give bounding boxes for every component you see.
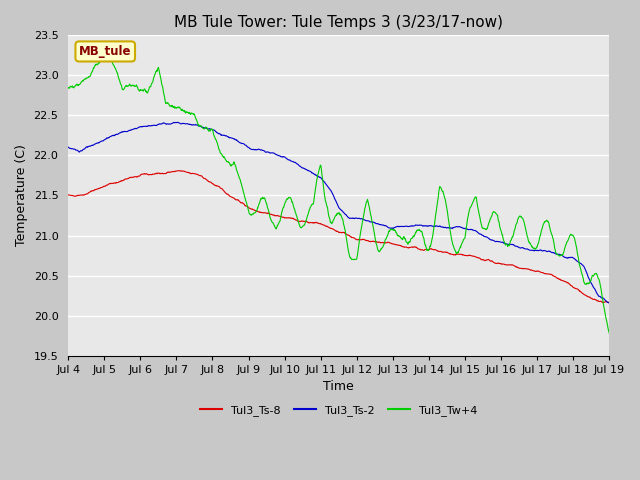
Text: MB_tule: MB_tule: [79, 45, 131, 58]
Title: MB Tule Tower: Tule Temps 3 (3/23/17-now): MB Tule Tower: Tule Temps 3 (3/23/17-now…: [174, 15, 503, 30]
X-axis label: Time: Time: [323, 380, 354, 393]
Y-axis label: Temperature (C): Temperature (C): [15, 144, 28, 246]
Legend: Tul3_Ts-8, Tul3_Ts-2, Tul3_Tw+4: Tul3_Ts-8, Tul3_Ts-2, Tul3_Tw+4: [196, 401, 482, 420]
